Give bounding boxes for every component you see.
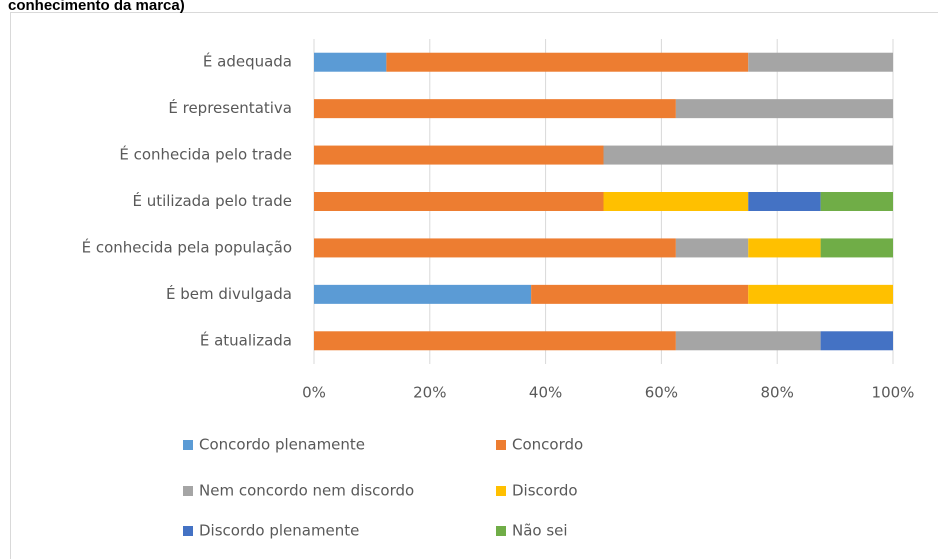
bar-segment [748, 238, 821, 258]
bar-segment [314, 238, 676, 258]
bar-segment [675, 238, 749, 258]
bar-segment [314, 331, 676, 351]
legend-label: Não sei [512, 522, 568, 540]
x-tick-label: 60% [645, 384, 678, 402]
legend-swatch [496, 440, 506, 450]
bar-segment [314, 99, 676, 119]
x-tick-label: 80% [761, 384, 794, 402]
bar-segment [675, 331, 821, 351]
y-tick-label: É conhecida pela população [82, 237, 292, 256]
legend-label: Discordo [512, 482, 578, 500]
x-tick-label: 100% [872, 384, 915, 402]
bar-segment [820, 192, 893, 211]
y-tick-label: É utilizada pelo trade [132, 191, 292, 210]
legend-label: Discordo plenamente [199, 522, 359, 540]
bar-segment [603, 145, 893, 165]
legend-swatch [496, 526, 506, 536]
bar-segment [386, 52, 749, 72]
chart-title: conhecimento da marca) [8, 0, 185, 14]
bar-segment [675, 99, 893, 119]
y-tick-label: É atualizada [200, 330, 292, 349]
y-tick-label: É representativa [168, 98, 292, 117]
bar-segment [748, 284, 893, 304]
x-tick-label: 20% [413, 384, 446, 402]
bar-segment [531, 284, 749, 304]
bar-segment [314, 52, 387, 72]
bar-segment [748, 52, 893, 72]
bar-segment [314, 145, 604, 165]
legend-swatch [183, 486, 193, 496]
legend-label: Concordo plenamente [199, 436, 365, 454]
y-tick-label: É conhecida pelo trade [119, 145, 292, 164]
legend-label: Concordo [512, 436, 583, 454]
bar-segment [314, 192, 604, 211]
legend-swatch [183, 526, 193, 536]
legend-label: Nem concordo nem discordo [199, 482, 414, 500]
bar-segment [748, 192, 821, 211]
bar-segment [314, 284, 532, 304]
legend-swatch [496, 486, 506, 496]
y-tick-label: É bem divulgada [166, 284, 292, 303]
bar-segment [820, 238, 893, 258]
legend-swatch [183, 440, 193, 450]
x-tick-label: 40% [529, 384, 562, 402]
bar-segment [603, 192, 749, 211]
y-tick-label: É adequada [203, 52, 292, 71]
x-tick-label: 0% [302, 384, 326, 402]
bar-segment [820, 331, 893, 351]
